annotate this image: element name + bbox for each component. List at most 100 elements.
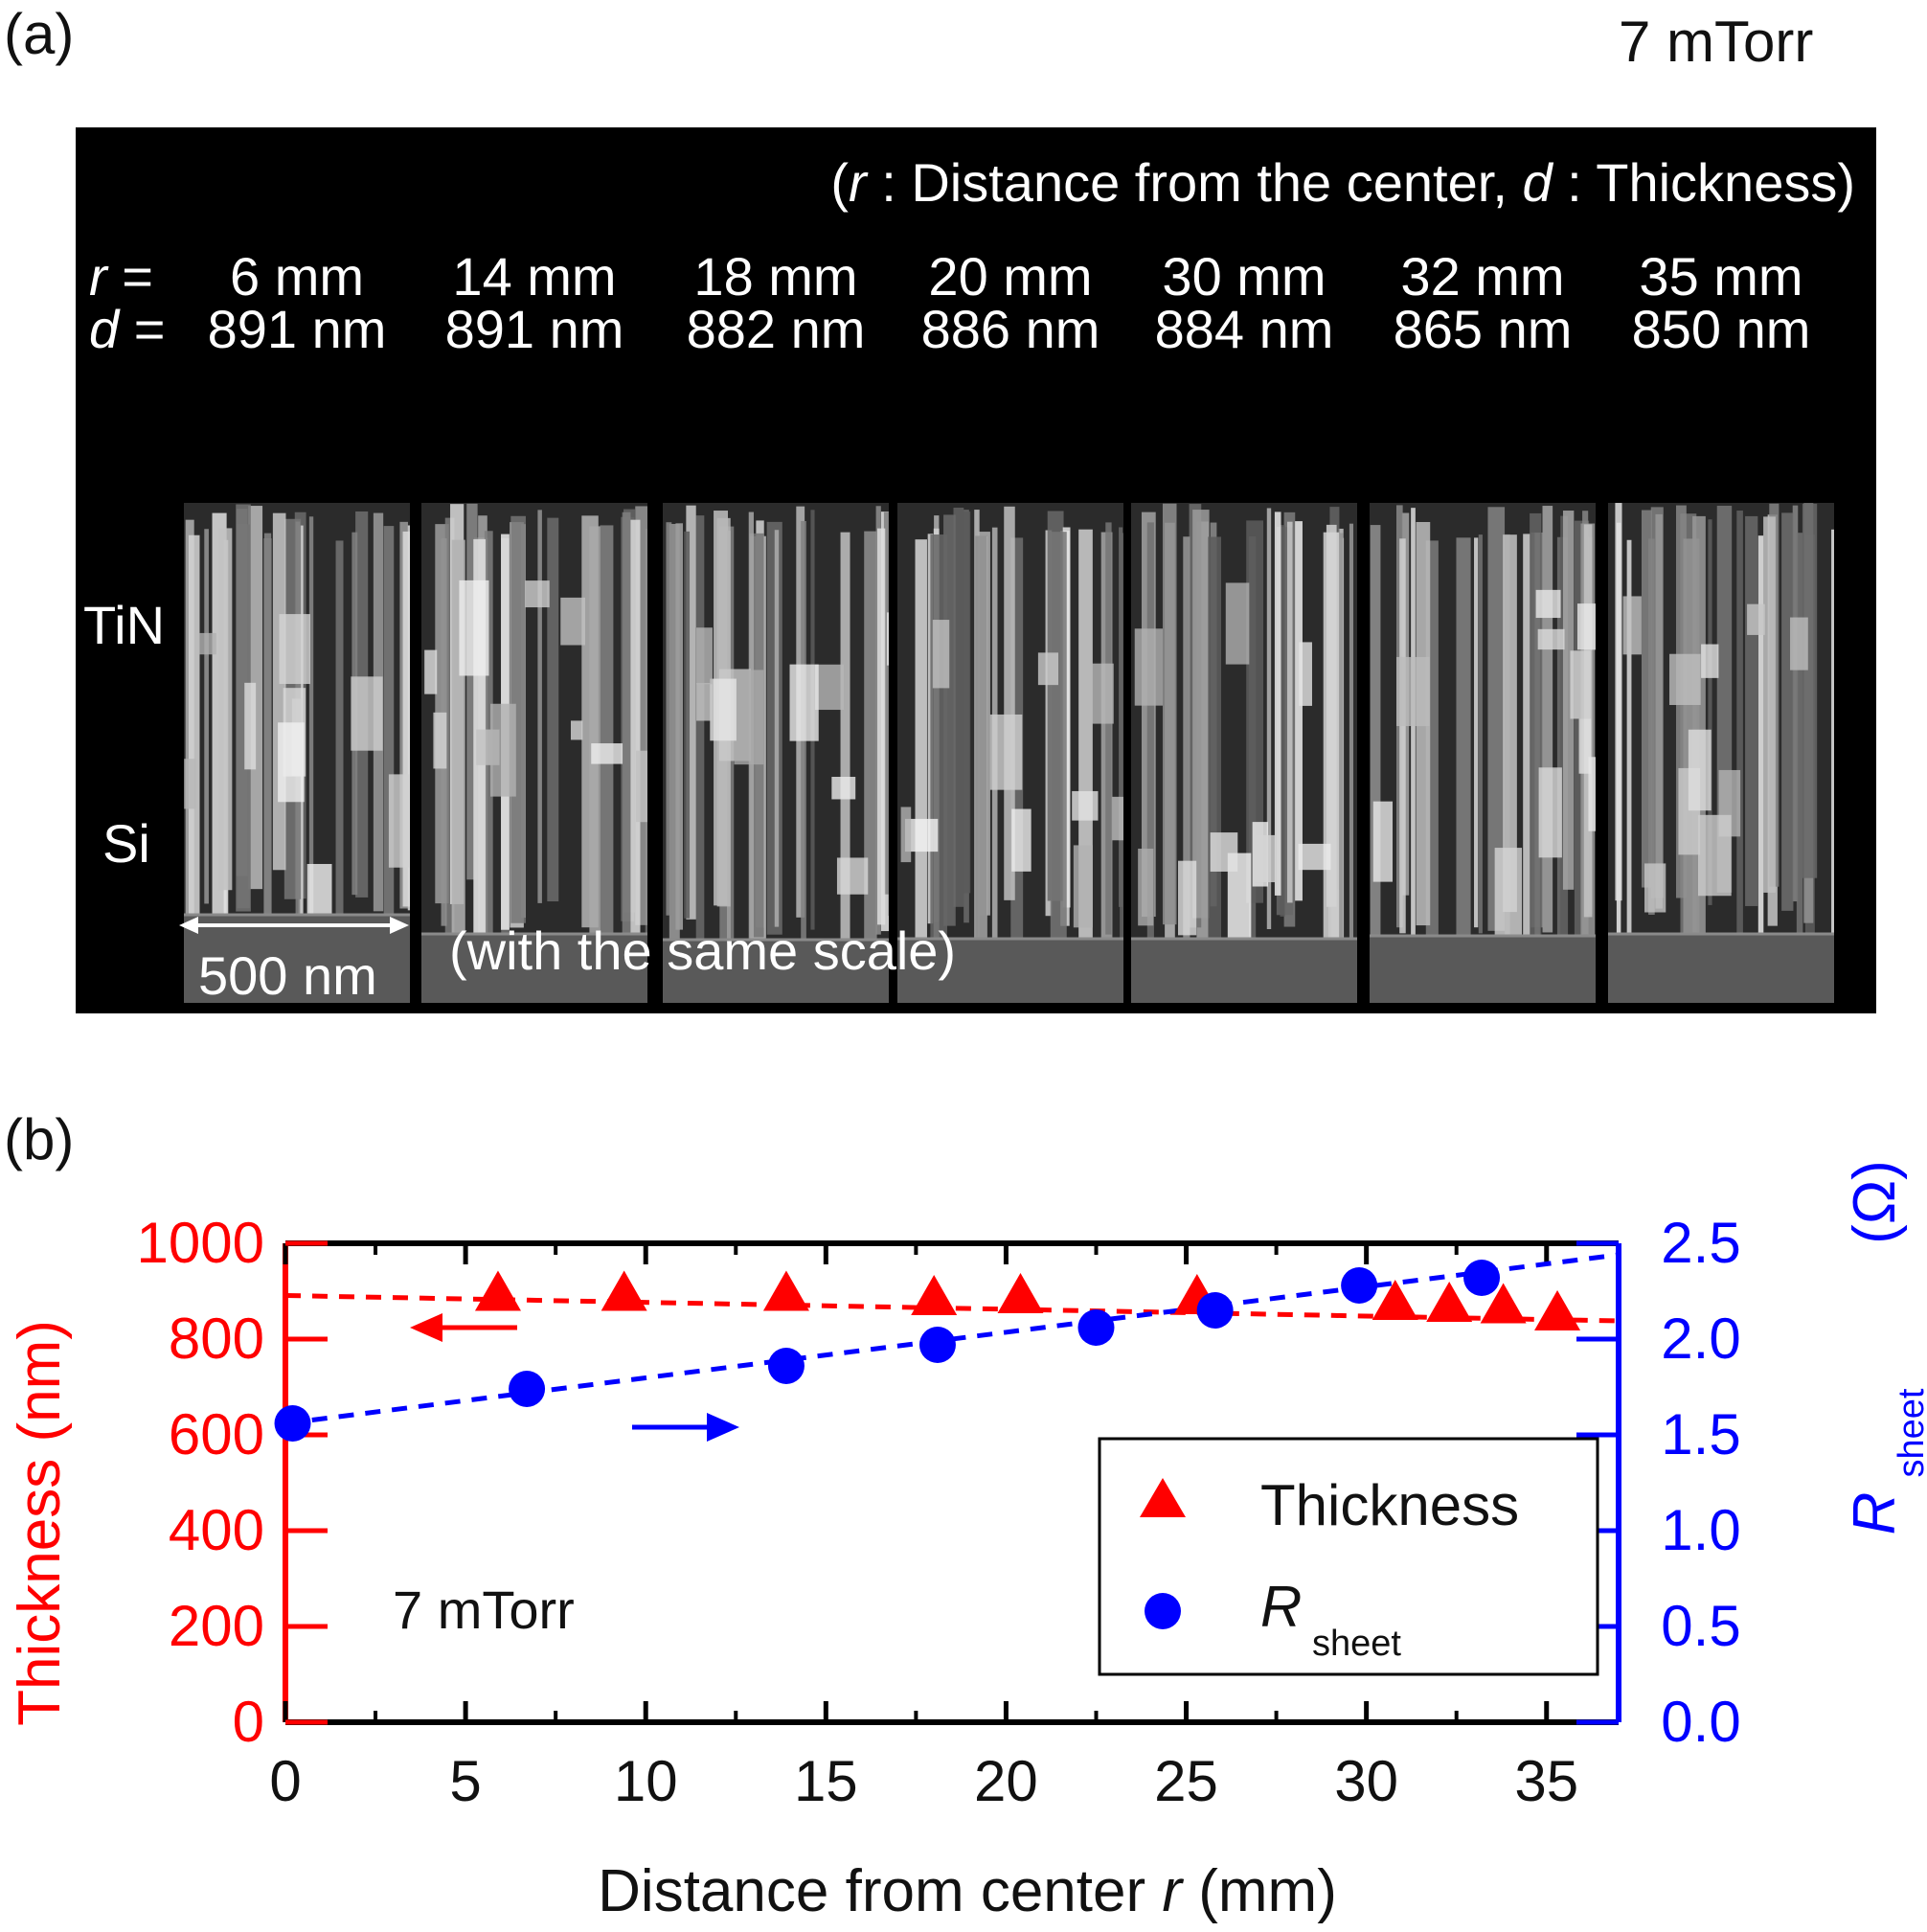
panel-b-label: (b) (4, 1107, 75, 1171)
xlabel-unit: (mm) (1182, 1858, 1337, 1924)
sem-legend: (r : Distance from the center, d : Thick… (830, 156, 1855, 210)
sem-image-panel: (r : Distance from the center, d : Thick… (76, 127, 1876, 1013)
sem-micrograph (1608, 503, 1834, 1003)
legend-thickness-marker (1140, 1478, 1186, 1517)
sample-d-label: 891 nm (207, 299, 387, 359)
sample-d-label: 886 nm (920, 299, 1100, 359)
y-right-var: R (1842, 1492, 1908, 1535)
y-right-tick-label: 2.0 (1661, 1307, 1740, 1371)
sample-r-label: 6 mm (230, 246, 364, 307)
r-prefix: r = (89, 250, 153, 304)
r-eq: = (106, 246, 153, 307)
legend-mid: : Distance from the center, (866, 152, 1523, 213)
rsheet-point (1196, 1292, 1234, 1329)
y-right-tick-label: 1.0 (1661, 1498, 1740, 1562)
y-right-tick-label: 2.5 (1661, 1211, 1740, 1275)
y-right-axis-label: R sheet (Ω) (1842, 1160, 1927, 1534)
sem-micrograph (897, 503, 1123, 1003)
pressure-label: 7 mTorr (1619, 10, 1814, 74)
x-tick-label: 25 (1154, 1749, 1218, 1813)
sample-d-label: 884 nm (1154, 299, 1334, 359)
scale-note: (with the same scale) (449, 921, 957, 981)
thickness-point (762, 1270, 809, 1311)
legend-end: : Thickness) (1552, 152, 1855, 213)
legend-box (1098, 1437, 1599, 1676)
panel-a-label: (a) (4, 2, 75, 66)
y-right-tick-label: 1.5 (1661, 1402, 1740, 1466)
y-right-sub: sheet (1892, 1388, 1927, 1477)
xlabel-main: Distance from center (598, 1858, 1162, 1924)
d-eq: = (119, 299, 166, 359)
sem-micrograph (1370, 503, 1596, 1003)
sample-r-label: 35 mm (1639, 246, 1803, 307)
legend-d: d (1522, 152, 1553, 213)
sample-d-label: 882 nm (686, 299, 866, 359)
si-layer-label: Si (102, 813, 150, 874)
y-right-unit: (Ω) (1842, 1160, 1908, 1244)
sem-micrograph (1131, 503, 1357, 1003)
thickness-point (911, 1275, 958, 1315)
x-tick-label: 30 (1334, 1749, 1398, 1813)
r-var: r (89, 246, 107, 307)
sem-micrograph (184, 503, 410, 1003)
sem-micrograph (663, 503, 889, 1003)
rsheet-point (1341, 1267, 1378, 1304)
data-points (274, 1260, 1581, 1442)
d-prefix: d = (89, 303, 165, 356)
thickness-point (1426, 1282, 1473, 1322)
thickness-rsheet-chart: 0 5 10 15 20 25 30 35 0 200 400 600 800 1000 0.0 0.5 1.0… (7, 1160, 1927, 1924)
legend: Thickness R sheet (1098, 1437, 1599, 1676)
rsheet-point (1463, 1260, 1501, 1296)
left-axis-arrow-head (410, 1313, 442, 1342)
right-axis-arrow-head (707, 1413, 739, 1442)
legend-rsheet-main: R (1260, 1575, 1302, 1639)
tin-layer-label: TiN (83, 595, 166, 655)
sample-r-label: 20 mm (928, 246, 1093, 307)
rsheet-point (1077, 1309, 1115, 1346)
rsheet-point (509, 1371, 546, 1407)
sample-r-label: 14 mm (452, 246, 617, 307)
sem-micrograph (421, 503, 647, 1003)
thickness-point (601, 1270, 647, 1311)
thickness-point (997, 1273, 1044, 1313)
sample-r-label: 30 mm (1162, 246, 1326, 307)
y-left-tick-label: 800 (169, 1307, 264, 1371)
thickness-point (1372, 1280, 1418, 1320)
legend-thickness-label: Thickness (1260, 1473, 1519, 1537)
y-left-tick-label: 200 (169, 1594, 264, 1658)
thickness-point (1480, 1283, 1527, 1324)
sample-r-label: 32 mm (1400, 246, 1565, 307)
x-tick-label: 20 (974, 1749, 1038, 1813)
y-left-tick-label: 1000 (137, 1211, 264, 1275)
axis-arrows (410, 1313, 739, 1442)
y-right-tick-label: 0.0 (1661, 1690, 1740, 1754)
scale-bar-label: 500 nm (198, 945, 377, 1006)
rsheet-point (274, 1405, 311, 1442)
chart-annotation: 7 mTorr (393, 1580, 575, 1640)
y-left-tick-label: 0 (233, 1690, 264, 1754)
sample-r-label: 18 mm (693, 246, 858, 307)
d-var: d (89, 299, 120, 359)
y-left-axis-label: Thickness (nm) (7, 1320, 73, 1726)
rsheet-point (767, 1348, 805, 1384)
y-left-tick-label: 600 (169, 1402, 264, 1466)
legend-open: ( (830, 152, 850, 213)
scale-bar-arrow (179, 917, 409, 934)
x-tick-label: 35 (1514, 1749, 1578, 1813)
x-tick-label: 10 (614, 1749, 678, 1813)
y-right-tick-label: 0.5 (1661, 1594, 1740, 1658)
sample-d-label: 891 nm (444, 299, 624, 359)
y-left-tick-label: 400 (169, 1498, 264, 1562)
sample-d-label: 850 nm (1631, 299, 1811, 359)
legend-rsheet-marker (1145, 1593, 1181, 1629)
rsheet-point (918, 1327, 956, 1363)
x-tick-label: 15 (794, 1749, 858, 1813)
chart-axes: 0 5 10 15 20 25 30 35 0 200 400 600 800 1000 0.0 0.5 1.0… (137, 1211, 1741, 1813)
xlabel-var: r (1162, 1858, 1184, 1924)
legend-r: r (849, 152, 867, 213)
x-axis-label: Distance from center r (mm) (598, 1858, 1337, 1924)
x-tick-label: 0 (269, 1749, 301, 1813)
thickness-point (1534, 1290, 1581, 1330)
sample-d-label: 865 nm (1393, 299, 1573, 359)
thickness-point (474, 1270, 521, 1311)
